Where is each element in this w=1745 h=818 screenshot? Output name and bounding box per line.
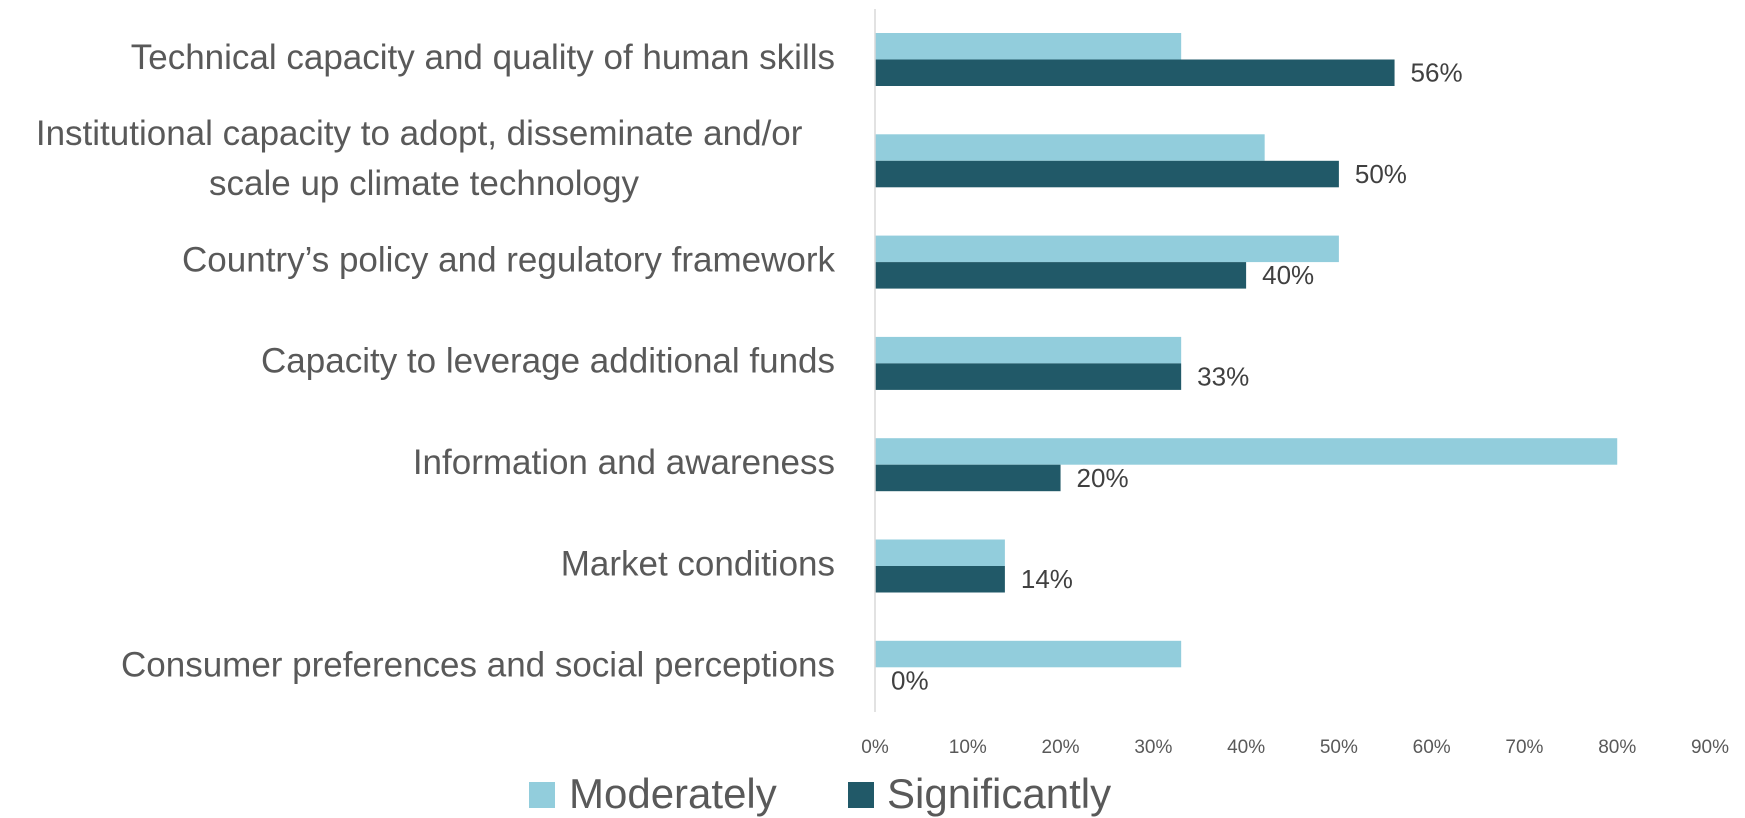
data-label: 33% [1197,362,1249,392]
legend-label: Moderately [569,770,777,817]
bar [875,464,1061,492]
bar [875,262,1247,289]
bar [875,438,1618,465]
category-label: Institutional capacity to adopt, dissemi… [36,114,812,203]
x-tick-label: 30% [1134,737,1172,758]
bar [875,539,1005,566]
legend-label: Significantly [887,770,1111,817]
x-tick-label: 80% [1598,737,1636,758]
bar [875,566,1005,593]
category-label: Technical capacity and quality of human … [131,38,835,77]
x-tick-label: 60% [1413,737,1451,758]
bar [875,640,1182,668]
bar [875,336,1182,364]
x-tick-label: 20% [1042,737,1080,758]
category-label: Consumer preferences and social percepti… [121,646,835,685]
data-label: 20% [1077,463,1129,493]
bar [875,235,1339,263]
bar [875,33,1182,60]
x-tick-label: 40% [1227,737,1265,758]
data-label: 0% [891,665,929,695]
x-tick-label: 10% [949,737,987,758]
legend-swatch [529,782,555,808]
bar [875,160,1339,188]
x-tick-label: 90% [1691,737,1729,758]
x-tick-label: 70% [1505,737,1543,758]
legend-swatch [848,782,874,808]
x-tick-label: 0% [861,737,889,758]
bar [875,363,1182,390]
category-label: Market conditions [561,544,835,583]
x-tick-label: 50% [1320,737,1358,758]
data-label: 56% [1411,58,1463,88]
category-label: Country’s policy and regulatory framewor… [182,240,835,279]
bar [875,134,1265,161]
bar [875,59,1395,86]
data-label: 40% [1262,260,1314,290]
data-label: 50% [1355,159,1407,189]
category-label: Information and awareness [413,443,835,482]
category-label: Capacity to leverage additional funds [261,342,835,381]
data-label: 14% [1021,564,1073,594]
